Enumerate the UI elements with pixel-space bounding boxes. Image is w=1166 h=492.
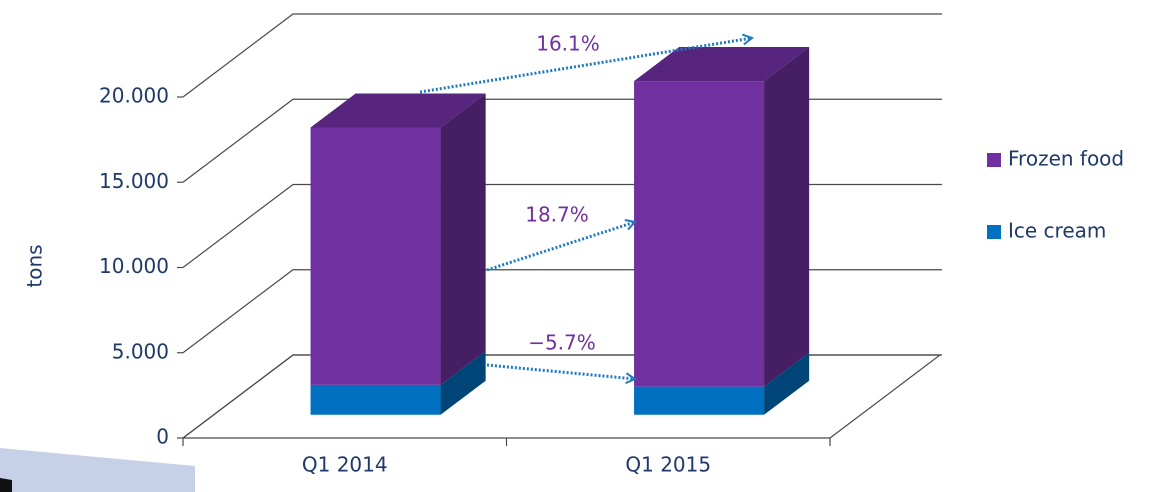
- bar-front: [310, 127, 441, 385]
- y-tick-label: 20.000: [99, 84, 169, 108]
- y-tick-label: 15.000: [99, 169, 169, 193]
- bar-front: [634, 386, 765, 415]
- legend-label: Frozen food: [1008, 147, 1124, 171]
- bar-side: [764, 47, 810, 387]
- y-axis-label: tons: [23, 244, 47, 287]
- floor: [182, 354, 942, 439]
- y-tick-label: 5.000: [112, 339, 169, 363]
- grid-line: [182, 354, 942, 439]
- bar-top: [634, 47, 810, 82]
- x-tick-label: Q1 2015: [625, 453, 711, 477]
- bar-side: [764, 352, 810, 415]
- bar-front: [634, 81, 765, 387]
- decoration: [0, 478, 12, 492]
- growth-arrow: [419, 38, 752, 94]
- legend-swatch: [987, 153, 1001, 167]
- growth-arrow: [486, 363, 635, 379]
- bar-top: [310, 93, 486, 128]
- y-tick-label: 0: [156, 425, 169, 449]
- annotation: 16.1%: [536, 32, 600, 56]
- decoration: [0, 448, 195, 492]
- growth-arrow: [486, 222, 635, 272]
- bar-side: [440, 350, 486, 415]
- x-tick-label: Q1 2014: [302, 453, 388, 477]
- legend-swatch: [987, 225, 1001, 239]
- annotation: −5.7%: [528, 331, 596, 355]
- legend-label: Ice cream: [1008, 219, 1106, 243]
- bar-side: [440, 93, 486, 385]
- bar-front: [310, 384, 441, 415]
- y-tick-label: 10.000: [99, 254, 169, 278]
- grid-line: [182, 13, 942, 98]
- annotation: 18.7%: [525, 203, 589, 227]
- grid-line: [182, 98, 942, 183]
